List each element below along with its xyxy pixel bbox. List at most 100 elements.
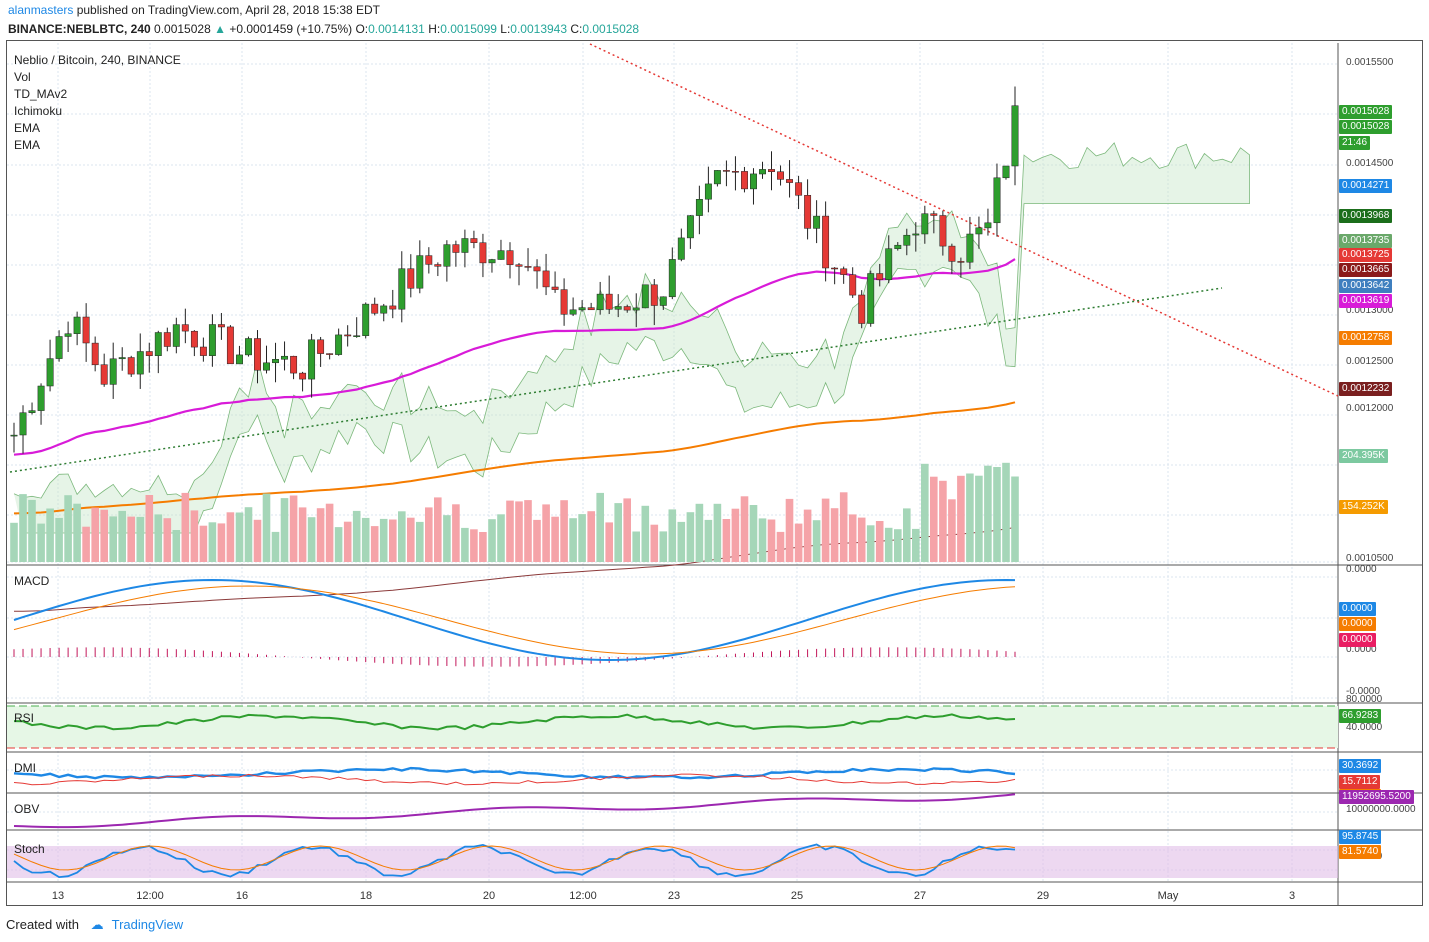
- candle-body: [344, 334, 352, 337]
- legend-ema-2[interactable]: EMA: [14, 138, 41, 152]
- candle-body: [777, 171, 784, 180]
- volume-bar: [912, 528, 920, 562]
- candle-body: [596, 293, 604, 311]
- price-axis-label: 0.0014500: [1346, 158, 1394, 169]
- time-axis-label: 3: [1288, 890, 1296, 902]
- volume-bar: [10, 522, 18, 562]
- volume-bar: [361, 517, 370, 562]
- candle-body: [145, 351, 153, 356]
- volume-bar: [939, 480, 947, 562]
- author-link[interactable]: alanmasters: [8, 3, 74, 17]
- candle-body: [425, 255, 433, 265]
- chart-frame[interactable]: [6, 40, 1423, 906]
- candle-body: [506, 250, 514, 265]
- candle-body: [317, 339, 325, 354]
- legend-vol[interactable]: Vol: [14, 70, 31, 84]
- candle-body: [641, 284, 649, 309]
- volume-bar: [127, 516, 135, 562]
- price-axis-label: 0.0012000: [1346, 403, 1394, 414]
- volume-bar: [515, 501, 523, 562]
- candle-body: [885, 248, 893, 280]
- candle-body: [272, 359, 279, 364]
- volume-bar: [993, 467, 1001, 562]
- price-tag: 0.0013725: [1339, 248, 1393, 262]
- candle-body: [154, 332, 162, 356]
- price-change: +0.0001459 (+10.75%): [229, 22, 353, 36]
- price-tag: 0.0012232: [1339, 382, 1393, 396]
- price-tag: 0.0012758: [1339, 331, 1393, 345]
- price-tag: 0.0013619: [1339, 294, 1393, 308]
- legend-ichimoku[interactable]: Ichimoku: [14, 104, 63, 118]
- volume-bar: [623, 498, 631, 562]
- candle-body: [416, 255, 424, 289]
- volume-bar: [334, 527, 343, 562]
- candle-body: [912, 233, 920, 236]
- time-axis-label: 16: [235, 890, 249, 902]
- volume-bar: [370, 526, 379, 562]
- volume-bar: [740, 496, 749, 562]
- volume-bar: [866, 525, 875, 562]
- candle-body: [407, 268, 415, 289]
- ichimoku-cloud: [13, 142, 1250, 534]
- high-value: 0.0015099: [440, 22, 497, 36]
- volume-bar: [803, 509, 812, 562]
- candle-body: [263, 362, 270, 371]
- price-tag: 0.0015028: [1339, 105, 1393, 119]
- volume-bar: [722, 519, 731, 562]
- volume-bar: [497, 514, 505, 562]
- candle-body: [813, 215, 821, 229]
- indicator-tag: 0.0000: [1339, 633, 1376, 647]
- volume-bar: [848, 514, 857, 562]
- volume-bar: [118, 510, 126, 562]
- candle-body: [632, 307, 640, 311]
- ascending-trendline: [9, 287, 1223, 473]
- rsi-title: RSI: [14, 711, 35, 725]
- candle-body: [208, 324, 216, 356]
- candle-body: [497, 250, 505, 260]
- high-label: H:: [428, 22, 441, 36]
- candle-body: [226, 326, 234, 365]
- candle-body: [1011, 105, 1019, 167]
- candle-body: [326, 353, 334, 355]
- candle-body: [768, 169, 775, 172]
- candle-body: [362, 303, 370, 336]
- volume-bar: [100, 509, 108, 562]
- time-axis-label: 18: [359, 890, 373, 902]
- candle-body: [659, 296, 667, 306]
- indicator-axis-label: 80.0000: [1346, 694, 1383, 705]
- volume-bar: [948, 499, 956, 562]
- volume-bar: [677, 521, 686, 562]
- stoch-band: [7, 846, 1338, 878]
- candle-body: [560, 289, 568, 315]
- low-label: L:: [500, 22, 511, 36]
- up-arrow-icon: ▲: [214, 22, 226, 36]
- candle-body: [614, 306, 622, 310]
- price-tag: 0.0013642: [1339, 279, 1393, 293]
- volume-bar: [966, 473, 974, 562]
- volume-bar: [1011, 476, 1019, 562]
- candle-body: [380, 305, 388, 314]
- macd-title: MACD: [14, 574, 50, 588]
- price-tag: 0.0013735: [1339, 234, 1393, 248]
- volume-bar: [1002, 462, 1010, 562]
- volume-bar: [506, 500, 514, 562]
- tradingview-brand[interactable]: TradingView: [111, 917, 184, 932]
- volume-bar: [235, 512, 244, 562]
- candle-body: [127, 357, 135, 375]
- candle-body: [100, 364, 108, 385]
- candle-body: [533, 266, 541, 272]
- volume-bar: [316, 508, 325, 562]
- candle-body: [434, 264, 442, 267]
- volume-bar: [713, 503, 722, 562]
- volume-bar: [389, 519, 397, 562]
- candle-body: [966, 233, 974, 263]
- volume-bar: [28, 499, 36, 562]
- candle-body: [245, 338, 252, 356]
- legend-td-mav2[interactable]: TD_MAv2: [14, 87, 68, 101]
- candle-body: [524, 266, 532, 268]
- tradingview-logo-icon[interactable]: ☁: [90, 917, 104, 932]
- stoch-k-line: [13, 843, 1016, 879]
- publish-header: alanmasters published on TradingView.com…: [0, 0, 1429, 20]
- legend-ema-1[interactable]: EMA: [14, 121, 41, 135]
